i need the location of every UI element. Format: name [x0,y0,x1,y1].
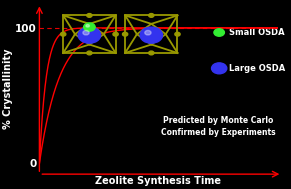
Circle shape [140,27,163,43]
Circle shape [214,29,224,36]
Text: Predicted by Monte Carlo
Confirmed by Experiments: Predicted by Monte Carlo Confirmed by Ex… [161,116,275,137]
Bar [125,15,178,53]
Circle shape [175,32,180,36]
Circle shape [212,63,227,74]
Circle shape [84,23,95,31]
Circle shape [86,25,89,27]
Circle shape [83,30,89,35]
Y-axis label: % Crystallinity: % Crystallinity [3,49,13,129]
Circle shape [145,30,151,35]
Circle shape [113,32,118,36]
Bar [63,15,116,53]
Circle shape [149,14,154,17]
Circle shape [123,32,128,36]
Circle shape [87,51,92,55]
Text: Large OSDA: Large OSDA [229,64,285,73]
Text: Small OSDA: Small OSDA [229,28,284,37]
Circle shape [87,14,92,17]
Circle shape [78,27,101,43]
X-axis label: Zeolite Synthesis Time: Zeolite Synthesis Time [95,176,221,186]
Circle shape [61,32,66,36]
Circle shape [149,51,154,55]
